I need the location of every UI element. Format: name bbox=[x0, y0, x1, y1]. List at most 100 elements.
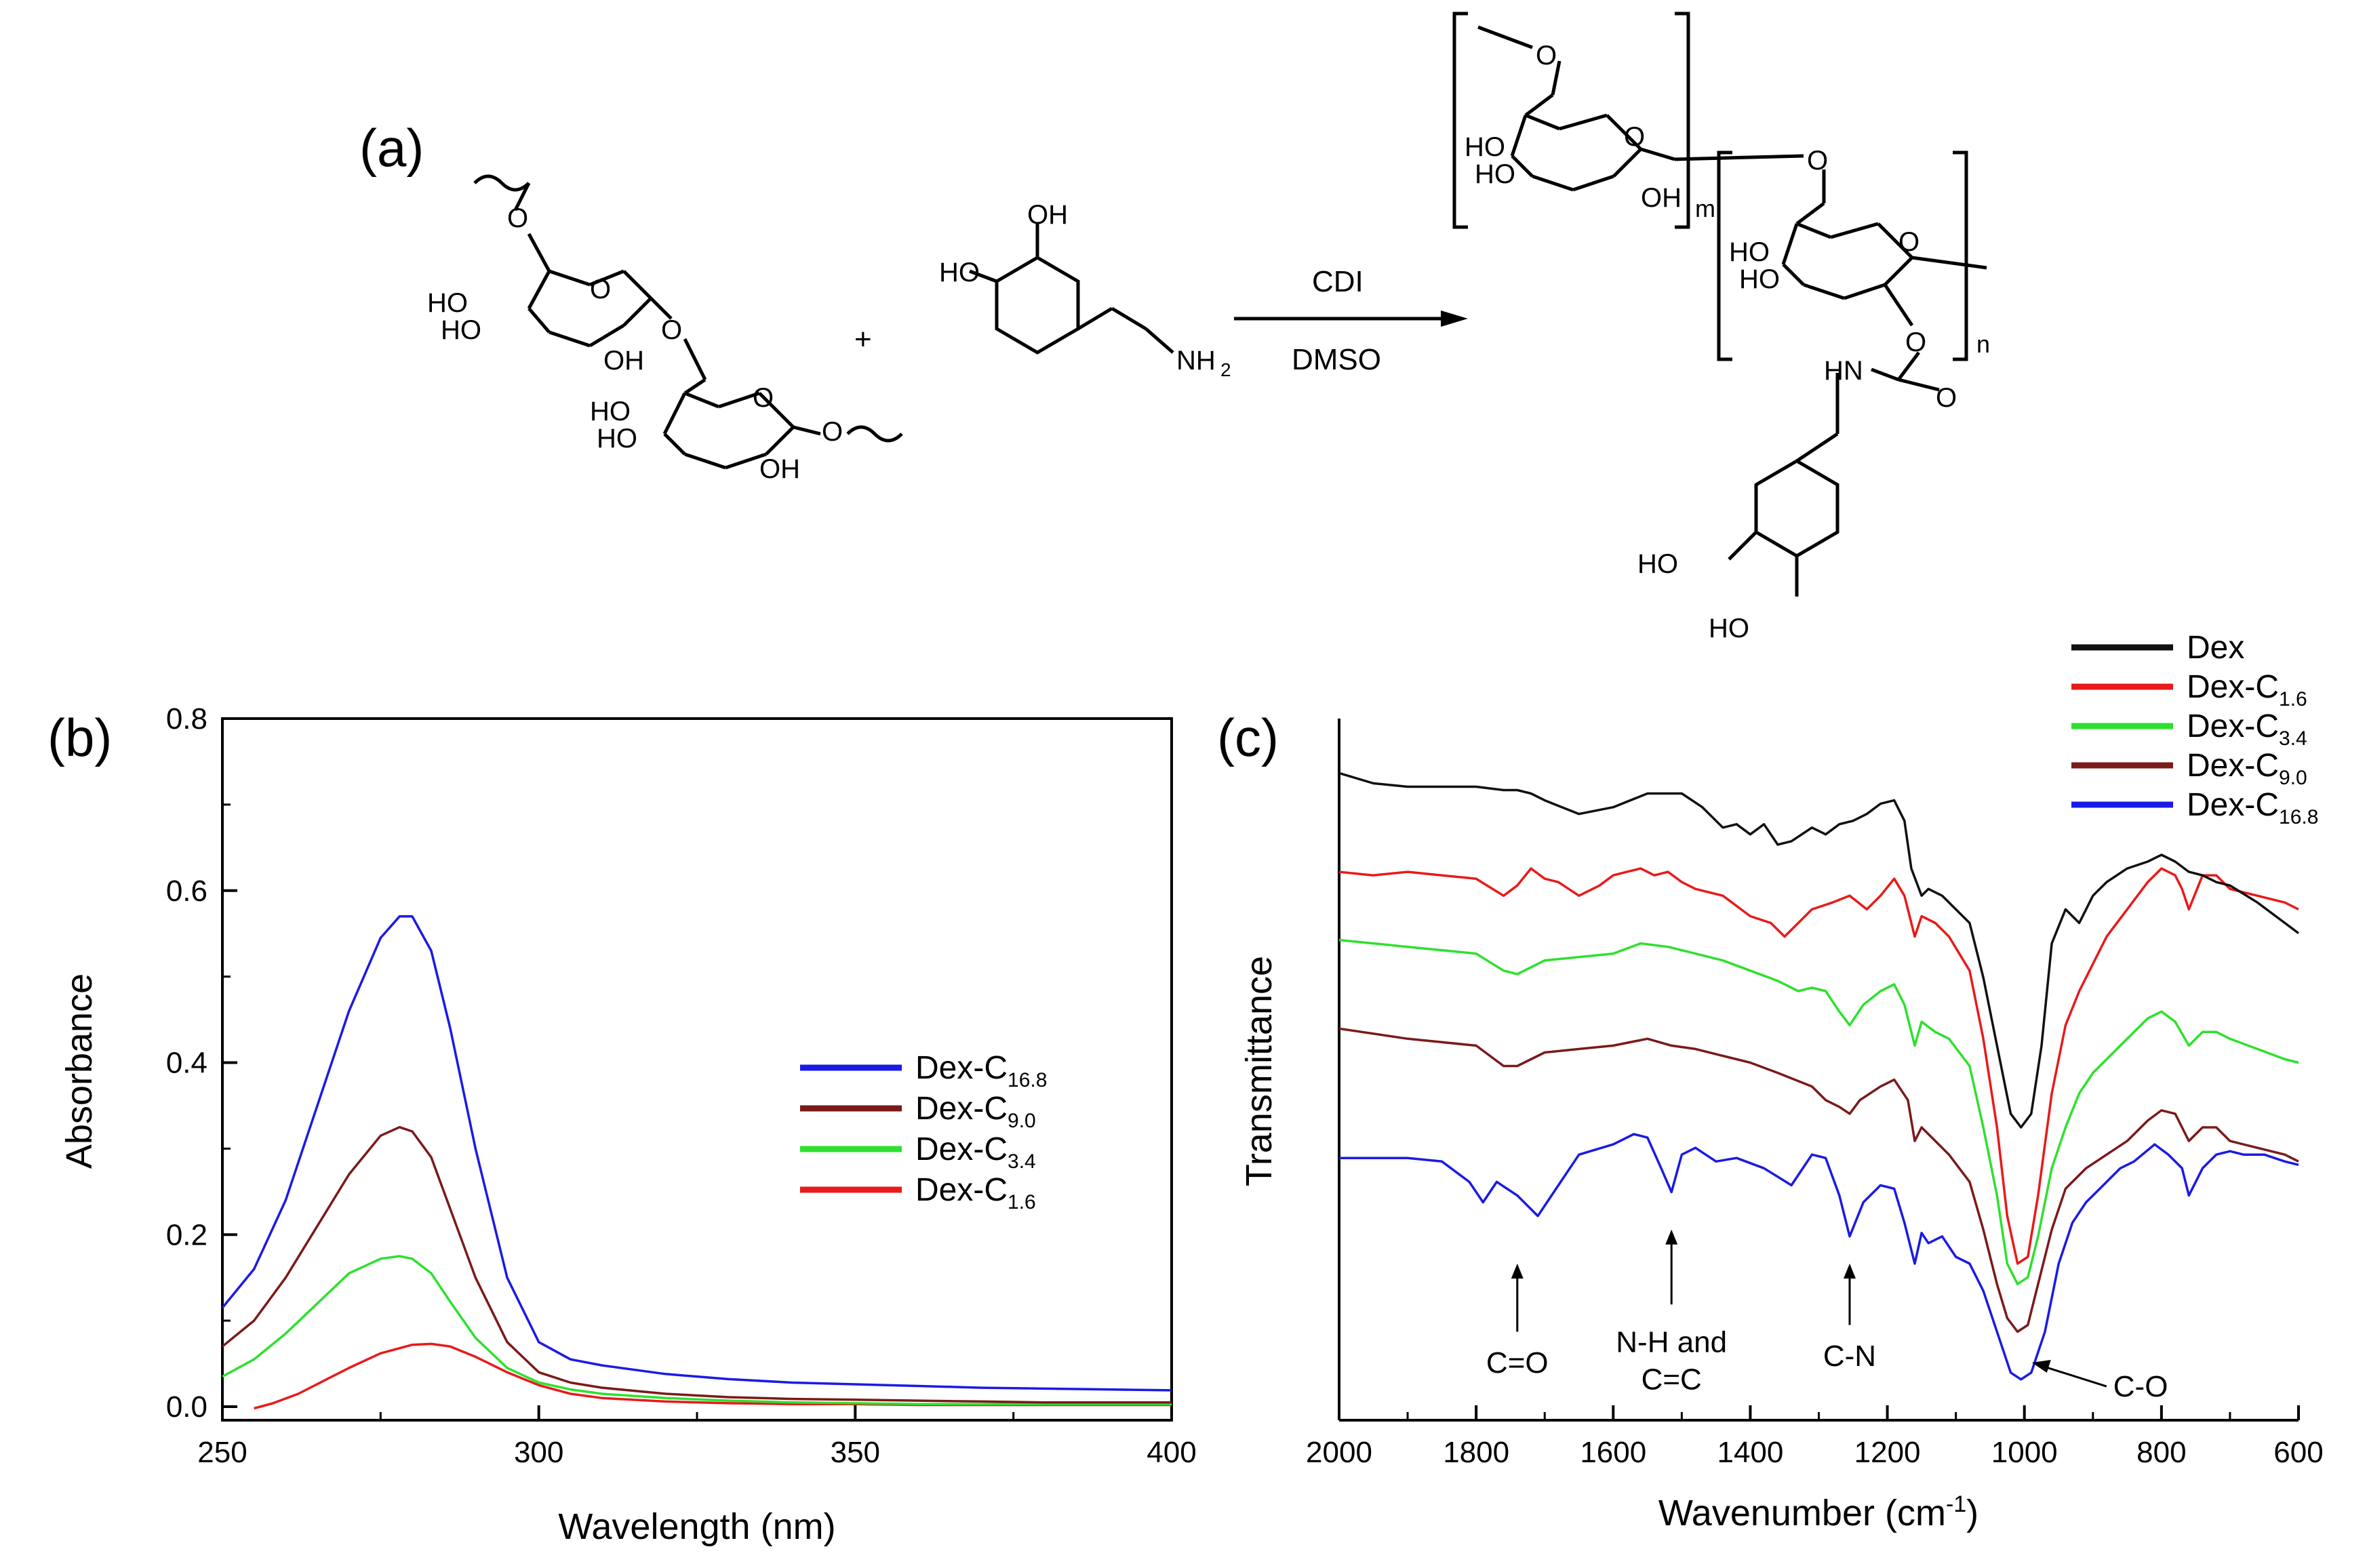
x-tick-label-c: 600 bbox=[2273, 1436, 2323, 1469]
product-label: O bbox=[1536, 41, 1557, 71]
x-tick-label-b: 250 bbox=[197, 1436, 247, 1469]
series-line-b bbox=[254, 1342, 1172, 1410]
dextran-label: OH bbox=[603, 346, 644, 376]
ftir-chart: (c) 2000 1800 1600 1400 1200 1000 800 600 C=O N-… bbox=[1217, 630, 2324, 1533]
product-label: HO bbox=[1475, 159, 1515, 189]
y-tick-label-b: 0.0 bbox=[166, 1390, 207, 1424]
dextran-label: O bbox=[507, 203, 528, 233]
ticks-c: 2000 1800 1600 1400 1200 1000 800 600 bbox=[1306, 1405, 2324, 1469]
x-tick-label-b: 350 bbox=[831, 1436, 880, 1469]
product-label: HO bbox=[1709, 614, 1749, 643]
x-tick-label-b: 400 bbox=[1147, 1436, 1196, 1469]
dextran-label: HO bbox=[427, 288, 468, 318]
y-axis-label-b: Absorbance bbox=[59, 973, 100, 1169]
dextran-label: OH bbox=[759, 454, 800, 484]
reagent-cdi: CDI bbox=[1312, 265, 1364, 298]
product-label: n bbox=[1976, 330, 1990, 358]
dextran-label: O bbox=[753, 383, 774, 413]
legend-label-c: Dex-C3.4 bbox=[2187, 708, 2307, 750]
x-tick-label-c: 1600 bbox=[1580, 1436, 1646, 1469]
legend-label-b: Dex-C3.4 bbox=[915, 1131, 1036, 1173]
y-tick-label-b: 0.4 bbox=[166, 1047, 207, 1080]
annotation-arrowhead bbox=[1511, 1264, 1524, 1279]
y-tick-label-b: 0.2 bbox=[166, 1218, 207, 1251]
product-label: HO bbox=[1739, 264, 1780, 294]
series-b bbox=[221, 915, 1172, 1410]
y-tick-label-b: 0.8 bbox=[166, 702, 207, 736]
series-line-c bbox=[1338, 1027, 2299, 1333]
legend-label-b: Dex-C9.0 bbox=[915, 1091, 1036, 1132]
product-labels: O HO HO OH O m O HO HO O O n HN O HO HO bbox=[1465, 41, 1990, 643]
legend-label-b: Dex-C16.8 bbox=[915, 1050, 1047, 1091]
annotation-label: C-N bbox=[1823, 1340, 1876, 1373]
dextran-label: HO bbox=[590, 397, 631, 426]
dextran-label: O bbox=[590, 275, 611, 304]
x-axis-label-c-end: ) bbox=[1966, 1493, 1978, 1533]
annotation-label: N-H and bbox=[1616, 1326, 1727, 1359]
x-axis-label-c-main: Wavenumber (cm bbox=[1658, 1493, 1946, 1533]
annotation-arrow bbox=[2042, 1365, 2107, 1388]
legend-sub-b: 9.0 bbox=[1008, 1110, 1036, 1132]
x-tick-label-c: 2000 bbox=[1306, 1436, 1372, 1469]
legend-sub-b: 16.8 bbox=[1008, 1069, 1047, 1091]
dopamine-label: NH bbox=[1176, 346, 1216, 376]
x-tick-label-c: 800 bbox=[2136, 1436, 2186, 1469]
annotation-arrowhead bbox=[1665, 1229, 1678, 1245]
legend-sub-c: 16.8 bbox=[2279, 806, 2318, 828]
dextran-label: O bbox=[822, 417, 843, 447]
legend-label-c: Dex-C9.0 bbox=[2187, 748, 2307, 789]
legend-sub-c: 1.6 bbox=[2279, 688, 2307, 710]
product-label: O bbox=[1936, 383, 1957, 413]
annotation-arrowhead bbox=[1843, 1264, 1856, 1279]
x-tick-label-c: 1000 bbox=[1991, 1436, 2058, 1469]
ticks-b: 250 300 350 400 0.0 0.2 0.4 0.6 0.8 bbox=[166, 702, 1197, 1469]
product-label: O bbox=[1898, 227, 1920, 257]
legend-sub-c: 3.4 bbox=[2279, 727, 2307, 750]
dopamine-label: OH bbox=[1027, 200, 1068, 230]
plus-sign: + bbox=[854, 323, 872, 356]
product-label: m bbox=[1695, 195, 1715, 222]
dextran-label: HO bbox=[441, 315, 481, 345]
product-label: O bbox=[1624, 122, 1645, 152]
series-line-c bbox=[1338, 938, 2299, 1285]
dopamine-labels: OH HO NH 2 bbox=[939, 200, 1231, 380]
series-line-c bbox=[1338, 771, 2300, 1129]
dextran-label: HO bbox=[597, 424, 637, 454]
panel-label-c: (c) bbox=[1217, 708, 1279, 767]
x-tick-label-c: 1400 bbox=[1717, 1436, 1783, 1469]
y-axis-label-c: Transmittance bbox=[1239, 956, 1279, 1186]
product-label: HO bbox=[1729, 237, 1770, 267]
product-structure bbox=[1452, 12, 1987, 597]
product-label: OH bbox=[1641, 183, 1682, 213]
dextran-label: O bbox=[661, 315, 682, 345]
product-label: HO bbox=[1637, 549, 1678, 579]
product-label: O bbox=[1807, 146, 1828, 176]
annotation-label: C=C bbox=[1642, 1363, 1702, 1396]
annotation-label: C=O bbox=[1486, 1346, 1549, 1380]
plot-axes-c bbox=[1338, 719, 2299, 1422]
series-line-c bbox=[1339, 1133, 2299, 1381]
dopamine-label: 2 bbox=[1220, 359, 1231, 380]
series-line-b bbox=[221, 1125, 1172, 1404]
reaction-arrow: CDI DMSO bbox=[1234, 265, 1468, 376]
series-line-c bbox=[1338, 867, 2299, 1265]
series-c bbox=[1338, 771, 2300, 1381]
product-label: O bbox=[1905, 327, 1926, 357]
series-line-b bbox=[222, 1255, 1172, 1405]
dextran-labels: HO HO OH O O O HO HO OH O O bbox=[427, 203, 843, 484]
y-tick-label-b: 0.6 bbox=[166, 875, 207, 908]
dopamine-label: HO bbox=[939, 258, 980, 287]
legend-sub-c: 9.0 bbox=[2279, 767, 2307, 789]
x-tick-label-b: 300 bbox=[514, 1436, 563, 1469]
panel-label-a: (a) bbox=[359, 118, 424, 178]
dopamine-structure bbox=[969, 224, 1174, 355]
x-tick-label-c: 1800 bbox=[1443, 1436, 1509, 1469]
dextran-structure bbox=[473, 174, 903, 470]
product-label: HN bbox=[1824, 356, 1863, 386]
legend-sub-b: 1.6 bbox=[1008, 1191, 1036, 1213]
product-label: HO bbox=[1465, 132, 1505, 162]
reaction-scheme: (a) H bbox=[359, 12, 1990, 643]
